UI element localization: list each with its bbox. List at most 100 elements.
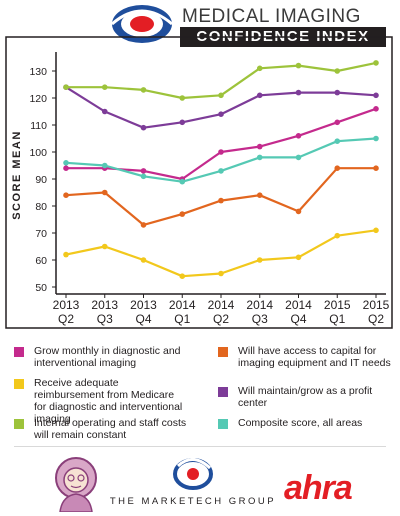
data-point	[140, 173, 147, 180]
series-line	[65, 167, 376, 226]
x-tick-label-quarter: Q2	[58, 312, 74, 326]
ahra-logo-text: ahra	[284, 469, 353, 507]
marketech-logo: THE MARKETECH GROUP	[108, 456, 278, 514]
x-tick-label-year: 2015	[324, 298, 351, 312]
marketech-logo-text: THE MARKETECH GROUP	[109, 496, 277, 507]
y-ticks: 50 60 70 80 90 100 110 120 130	[29, 66, 56, 294]
data-point	[101, 108, 108, 115]
ahra-logo: ahra	[284, 470, 374, 510]
data-point	[63, 165, 69, 171]
medical-imaging-logo-icon	[111, 5, 173, 43]
data-point	[295, 62, 302, 69]
x-tick-label-year: 2013	[53, 298, 80, 312]
legend-swatch	[14, 419, 24, 429]
data-point	[63, 192, 69, 198]
data-point	[101, 84, 108, 90]
y-tick-label: 120	[29, 93, 47, 105]
x-tick-label-year: 2015	[363, 298, 390, 312]
x-tick-label-quarter: Q1	[174, 312, 190, 326]
data-point	[256, 143, 263, 150]
y-tick-label: 80	[35, 201, 47, 213]
data-point	[256, 154, 263, 161]
x-ticks: 2013Q22013Q32013Q42014Q12014Q22014Q32014…	[53, 294, 390, 326]
x-tick-label-year: 2014	[169, 298, 196, 312]
data-point	[334, 165, 341, 171]
x-tick-label-year: 2014	[208, 298, 235, 312]
data-point	[218, 270, 224, 277]
data-point	[295, 89, 302, 96]
data-point	[218, 168, 224, 174]
plot-frame	[5, 36, 393, 329]
data-point	[218, 111, 224, 117]
x-tick-label-year: 2014	[285, 298, 312, 312]
data-point	[101, 162, 108, 169]
legend-swatch	[218, 387, 228, 397]
x-tick-label-quarter: Q2	[368, 312, 384, 326]
data-point	[334, 119, 341, 126]
data-point	[218, 92, 224, 99]
series-2	[63, 165, 379, 228]
legend-label: Internal operating and staff costs will …	[34, 417, 187, 441]
x-tick-label-quarter: Q3	[252, 312, 268, 326]
y-tick-label: 50	[35, 282, 47, 294]
series-6	[63, 135, 379, 185]
legend-swatch	[218, 347, 228, 357]
data-point	[334, 138, 341, 144]
data-point	[179, 178, 186, 185]
data-point	[140, 257, 147, 263]
series-group	[63, 60, 379, 280]
data-point	[256, 192, 263, 198]
x-tick-label-quarter: Q2	[213, 312, 229, 326]
data-point	[295, 133, 302, 139]
x-tick-label-quarter: Q4	[290, 312, 306, 326]
data-point	[373, 227, 379, 234]
data-point	[140, 124, 147, 131]
y-tick-label: 110	[30, 120, 47, 132]
page-title-line1: MEDICAL IMAGING	[182, 6, 361, 27]
data-point	[63, 251, 69, 258]
y-tick-label: 100	[29, 147, 47, 159]
data-point	[334, 232, 341, 239]
data-point	[218, 197, 224, 204]
data-point	[256, 65, 263, 72]
y-tick-label: 60	[35, 255, 47, 267]
data-point	[373, 165, 379, 171]
y-tick-label: 130	[29, 66, 47, 78]
data-point	[179, 95, 186, 101]
data-point	[101, 243, 108, 250]
data-point	[295, 154, 302, 161]
data-point	[334, 89, 341, 96]
data-point	[179, 273, 186, 280]
x-tick-label-year: 2014	[246, 298, 273, 312]
marketech-emblem-icon	[173, 458, 213, 490]
legend-swatch	[218, 419, 228, 429]
legend-swatch	[14, 347, 24, 357]
data-point	[295, 254, 302, 261]
legend-label: Will have access to capital for imaging …	[238, 345, 391, 369]
footer-divider	[14, 446, 386, 447]
x-tick-label-quarter: Q3	[97, 312, 113, 326]
x-tick-label-year: 2013	[130, 298, 157, 312]
data-point	[373, 60, 379, 66]
data-point	[373, 106, 379, 112]
legend-label: Composite score, all areas	[238, 417, 363, 429]
data-point	[373, 135, 379, 142]
data-point	[179, 211, 186, 217]
legend-swatch	[14, 379, 24, 389]
data-point	[63, 160, 69, 166]
mascot-logo-icon	[55, 457, 97, 512]
data-point	[334, 68, 341, 74]
legend-label: Grow monthly in diagnostic and intervent…	[34, 345, 181, 369]
data-point	[101, 189, 108, 196]
data-point	[140, 168, 147, 174]
data-point	[63, 84, 69, 90]
series-3	[63, 227, 379, 280]
y-tick-label: 90	[35, 174, 47, 186]
y-axis-label: SCORE MEAN	[11, 130, 23, 220]
data-point	[179, 119, 186, 126]
data-point	[373, 92, 379, 99]
y-tick-label: 70	[35, 228, 47, 240]
data-point	[256, 92, 263, 99]
data-point	[140, 222, 147, 228]
data-point	[218, 149, 224, 155]
